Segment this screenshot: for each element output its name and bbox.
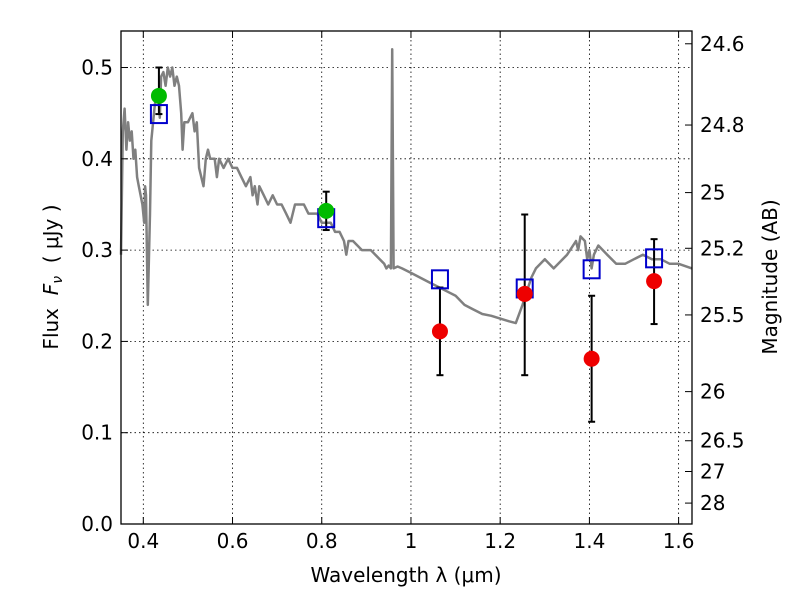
- y-tick-label: 0.0: [81, 512, 113, 536]
- axes-frame: [120, 30, 693, 525]
- near-ir-detection-point: [516, 285, 533, 302]
- plot-area: [119, 48, 693, 423]
- x-tick-label: 1: [405, 529, 418, 553]
- magnitude-tick-label: 25: [700, 181, 725, 205]
- ticks: 0.4 0.6 0.8 1 1.2 1.4 1.6 0.0 0.1 0.2 0.3 0.4 0.5 24.…: [81, 31, 745, 553]
- near-ir-detection-point: [646, 273, 663, 290]
- magnitude-tick-label: 26.5: [700, 429, 745, 453]
- x-tick-label: 0.8: [306, 529, 338, 553]
- magnitude-tick-label: 27: [700, 460, 725, 484]
- magnitude-tick-label: 24.8: [700, 113, 745, 137]
- y-tick-label: 0.3: [81, 238, 113, 262]
- x-tick-label: 1.4: [573, 529, 605, 553]
- model-photometry-square: [430, 269, 449, 290]
- y-axis-label: Flux Fν ( μJy ): [39, 204, 66, 349]
- magnitude-tick-label: 25.2: [700, 236, 745, 260]
- y-tick-label: 0.5: [81, 56, 113, 80]
- x-axis-label: Wavelength λ (μm): [310, 563, 501, 587]
- magnitude-tick-label: 24.6: [700, 32, 745, 56]
- x-tick-label: 0.6: [217, 529, 249, 553]
- grid-lines: [121, 31, 692, 525]
- magnitude-tick-label: 28: [700, 491, 725, 515]
- y-tick-label: 0.1: [81, 421, 113, 445]
- optical-detection-point: [318, 202, 335, 219]
- model-photometry-square: [645, 248, 664, 269]
- model-photometry-square: [582, 259, 601, 280]
- y-tick-label: 0.2: [81, 329, 113, 353]
- x-tick-label: 0.4: [127, 529, 159, 553]
- x-tick-label: 1.6: [663, 529, 695, 553]
- optical-detection-point: [150, 87, 167, 104]
- near-ir-detection-point: [431, 323, 448, 340]
- near-ir-detection-point: [583, 350, 600, 367]
- model-photometry-square: [149, 104, 168, 125]
- magnitude-tick-label: 25.5: [700, 303, 745, 327]
- right-axis-label: Magnitude (AB): [758, 199, 782, 354]
- y-tick-label: 0.4: [81, 147, 113, 171]
- spectrum-line: [119, 48, 693, 325]
- x-tick-label: 1.2: [484, 529, 516, 553]
- magnitude-tick-label: 26: [700, 380, 725, 404]
